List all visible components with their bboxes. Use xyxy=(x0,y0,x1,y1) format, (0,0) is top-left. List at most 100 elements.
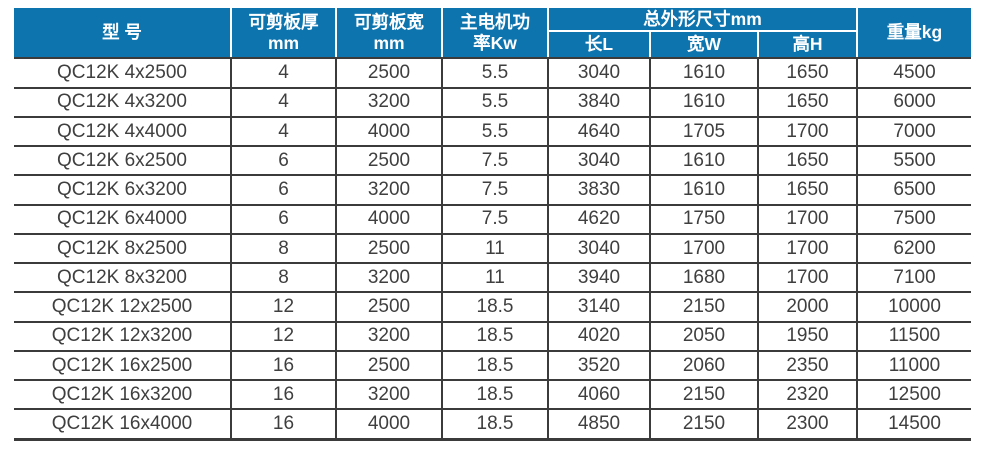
cell-length: 3520 xyxy=(549,351,651,382)
cell-weight: 6200 xyxy=(858,234,972,265)
cell-length: 3040 xyxy=(549,234,651,265)
cell-length: 4060 xyxy=(549,381,651,411)
table-row: QC12K 12x2500 12 2500 18.5 3140 2150 2000 10000 xyxy=(14,293,972,323)
cell-cut-width: 3200 xyxy=(337,264,443,294)
cell-thickness: 6 xyxy=(232,176,337,206)
col-header-height: 高H xyxy=(759,32,859,57)
cell-width: 2150 xyxy=(651,293,759,323)
table-header: 型 号 可剪板厚 mm 可剪板宽 mm 主电机功 率Kw 总外形尺寸mm 重量k… xyxy=(14,8,972,57)
cell-cut-width: 3200 xyxy=(337,176,443,206)
cell-motor-power: 18.5 xyxy=(443,322,549,352)
table-row: QC12K 8x2500 8 2500 11 3040 1700 1700 6200 xyxy=(14,234,972,265)
cell-weight: 5500 xyxy=(858,147,972,177)
cell-model: QC12K 6x3200 xyxy=(14,176,232,206)
cell-cut-width: 3200 xyxy=(337,381,443,411)
cell-height: 2350 xyxy=(759,351,859,382)
header-row-sub: 长L 宽W 高H xyxy=(14,32,971,57)
col-header-motor-power: 主电机功 率Kw xyxy=(443,8,549,57)
cell-model: QC12K 4x3200 xyxy=(14,88,232,118)
cell-weight: 12500 xyxy=(858,381,972,411)
cell-model: QC12K 12x2500 xyxy=(14,293,232,323)
cell-length: 3940 xyxy=(549,264,651,294)
cell-height: 2000 xyxy=(759,293,859,323)
cell-thickness: 6 xyxy=(232,205,337,235)
cell-motor-power: 7.5 xyxy=(443,147,549,177)
cell-motor-power: 5.5 xyxy=(443,117,549,148)
table-row: QC12K 4x3200 4 3200 5.5 3840 1610 1650 6000 xyxy=(14,88,972,118)
cell-weight: 7100 xyxy=(858,264,972,294)
cell-cut-width: 3200 xyxy=(337,322,443,352)
cell-model: QC12K 8x2500 xyxy=(14,234,232,265)
cell-thickness: 4 xyxy=(232,117,337,148)
cell-motor-power: 5.5 xyxy=(443,88,549,118)
col-header-width: 宽W xyxy=(651,32,759,57)
col-header-weight: 重量kg xyxy=(858,8,972,57)
cell-cut-width: 4000 xyxy=(337,410,443,441)
cell-model: QC12K 16x3200 xyxy=(14,381,232,411)
col-header-cut-width: 可剪板宽 mm xyxy=(337,8,443,57)
header-row-top: 型 号 可剪板厚 mm 可剪板宽 mm 主电机功 率Kw 总外形尺寸mm 重量k… xyxy=(14,8,972,57)
cell-weight: 7500 xyxy=(858,205,972,235)
cell-length: 4020 xyxy=(549,322,651,352)
col-header-length: 长L xyxy=(549,32,651,57)
cell-length: 3040 xyxy=(549,147,651,177)
cell-cut-width: 3200 xyxy=(337,88,443,118)
cell-length: 3840 xyxy=(549,88,651,118)
cell-width: 2150 xyxy=(651,410,759,441)
cell-width: 2050 xyxy=(651,322,759,352)
table-row: QC12K 6x2500 6 2500 7.5 3040 1610 1650 5500 xyxy=(14,147,972,177)
cell-width: 1705 xyxy=(651,117,759,148)
cell-model: QC12K 16x4000 xyxy=(14,410,232,441)
cell-weight: 11500 xyxy=(858,322,972,352)
cell-cut-width: 2500 xyxy=(337,147,443,177)
cell-height: 1700 xyxy=(759,234,859,265)
cell-weight: 11000 xyxy=(858,351,972,382)
cell-cut-width: 2500 xyxy=(337,57,443,89)
cell-width: 1680 xyxy=(651,264,759,294)
cell-cut-width: 4000 xyxy=(337,205,443,235)
cell-width: 2060 xyxy=(651,351,759,382)
cell-width: 1750 xyxy=(651,205,759,235)
cell-motor-power: 7.5 xyxy=(443,205,549,235)
cell-thickness: 12 xyxy=(232,293,337,323)
cell-weight: 14500 xyxy=(858,410,972,441)
cell-cut-width: 2500 xyxy=(337,234,443,265)
cell-height: 2320 xyxy=(759,381,859,411)
cell-thickness: 12 xyxy=(232,322,337,352)
cell-model: QC12K 4x2500 xyxy=(14,57,232,89)
cell-width: 1700 xyxy=(651,234,759,265)
col-header-overall-dims: 总外形尺寸mm xyxy=(549,8,859,32)
cell-height: 1650 xyxy=(759,176,859,206)
cell-thickness: 16 xyxy=(232,381,337,411)
cell-cut-width: 4000 xyxy=(337,117,443,148)
cell-length: 4640 xyxy=(549,117,651,148)
table-row: QC12K 6x3200 6 3200 7.5 3830 1610 1650 6500 xyxy=(14,176,972,206)
cell-weight: 7000 xyxy=(858,117,972,148)
table-row: QC12K 6x4000 6 4000 7.5 4620 1750 1700 7500 xyxy=(14,205,972,235)
cell-height: 1650 xyxy=(759,147,859,177)
cell-length: 4620 xyxy=(549,205,651,235)
cell-thickness: 8 xyxy=(232,234,337,265)
cell-motor-power: 5.5 xyxy=(443,57,549,89)
cell-weight: 6500 xyxy=(858,176,972,206)
table-row: QC12K 16x4000 16 4000 18.5 4850 2150 2300 14500 xyxy=(14,410,972,441)
cell-width: 1610 xyxy=(651,147,759,177)
cell-weight: 10000 xyxy=(858,293,972,323)
cell-motor-power: 18.5 xyxy=(443,351,549,382)
cell-height: 1700 xyxy=(759,205,859,235)
cell-length: 3830 xyxy=(549,176,651,206)
table-row: QC12K 12x3200 12 3200 18.5 4020 2050 1950 11500 xyxy=(14,322,972,352)
table-row: QC12K 8x3200 8 3200 11 3940 1680 1700 7100 xyxy=(14,264,972,294)
col-header-model: 型 号 xyxy=(14,8,232,57)
cell-weight: 6000 xyxy=(858,88,972,118)
cell-model: QC12K 16x2500 xyxy=(14,351,232,382)
cell-length: 4850 xyxy=(549,410,651,441)
cell-cut-width: 2500 xyxy=(337,351,443,382)
cell-height: 1650 xyxy=(759,88,859,118)
table-row: QC12K 16x2500 16 2500 18.5 3520 2060 2350 11000 xyxy=(14,351,972,382)
cell-thickness: 16 xyxy=(232,351,337,382)
cell-model: QC12K 4x4000 xyxy=(14,117,232,148)
table-row: QC12K 4x4000 4 4000 5.5 4640 1705 1700 7000 xyxy=(14,117,972,148)
cell-model: QC12K 8x3200 xyxy=(14,264,232,294)
